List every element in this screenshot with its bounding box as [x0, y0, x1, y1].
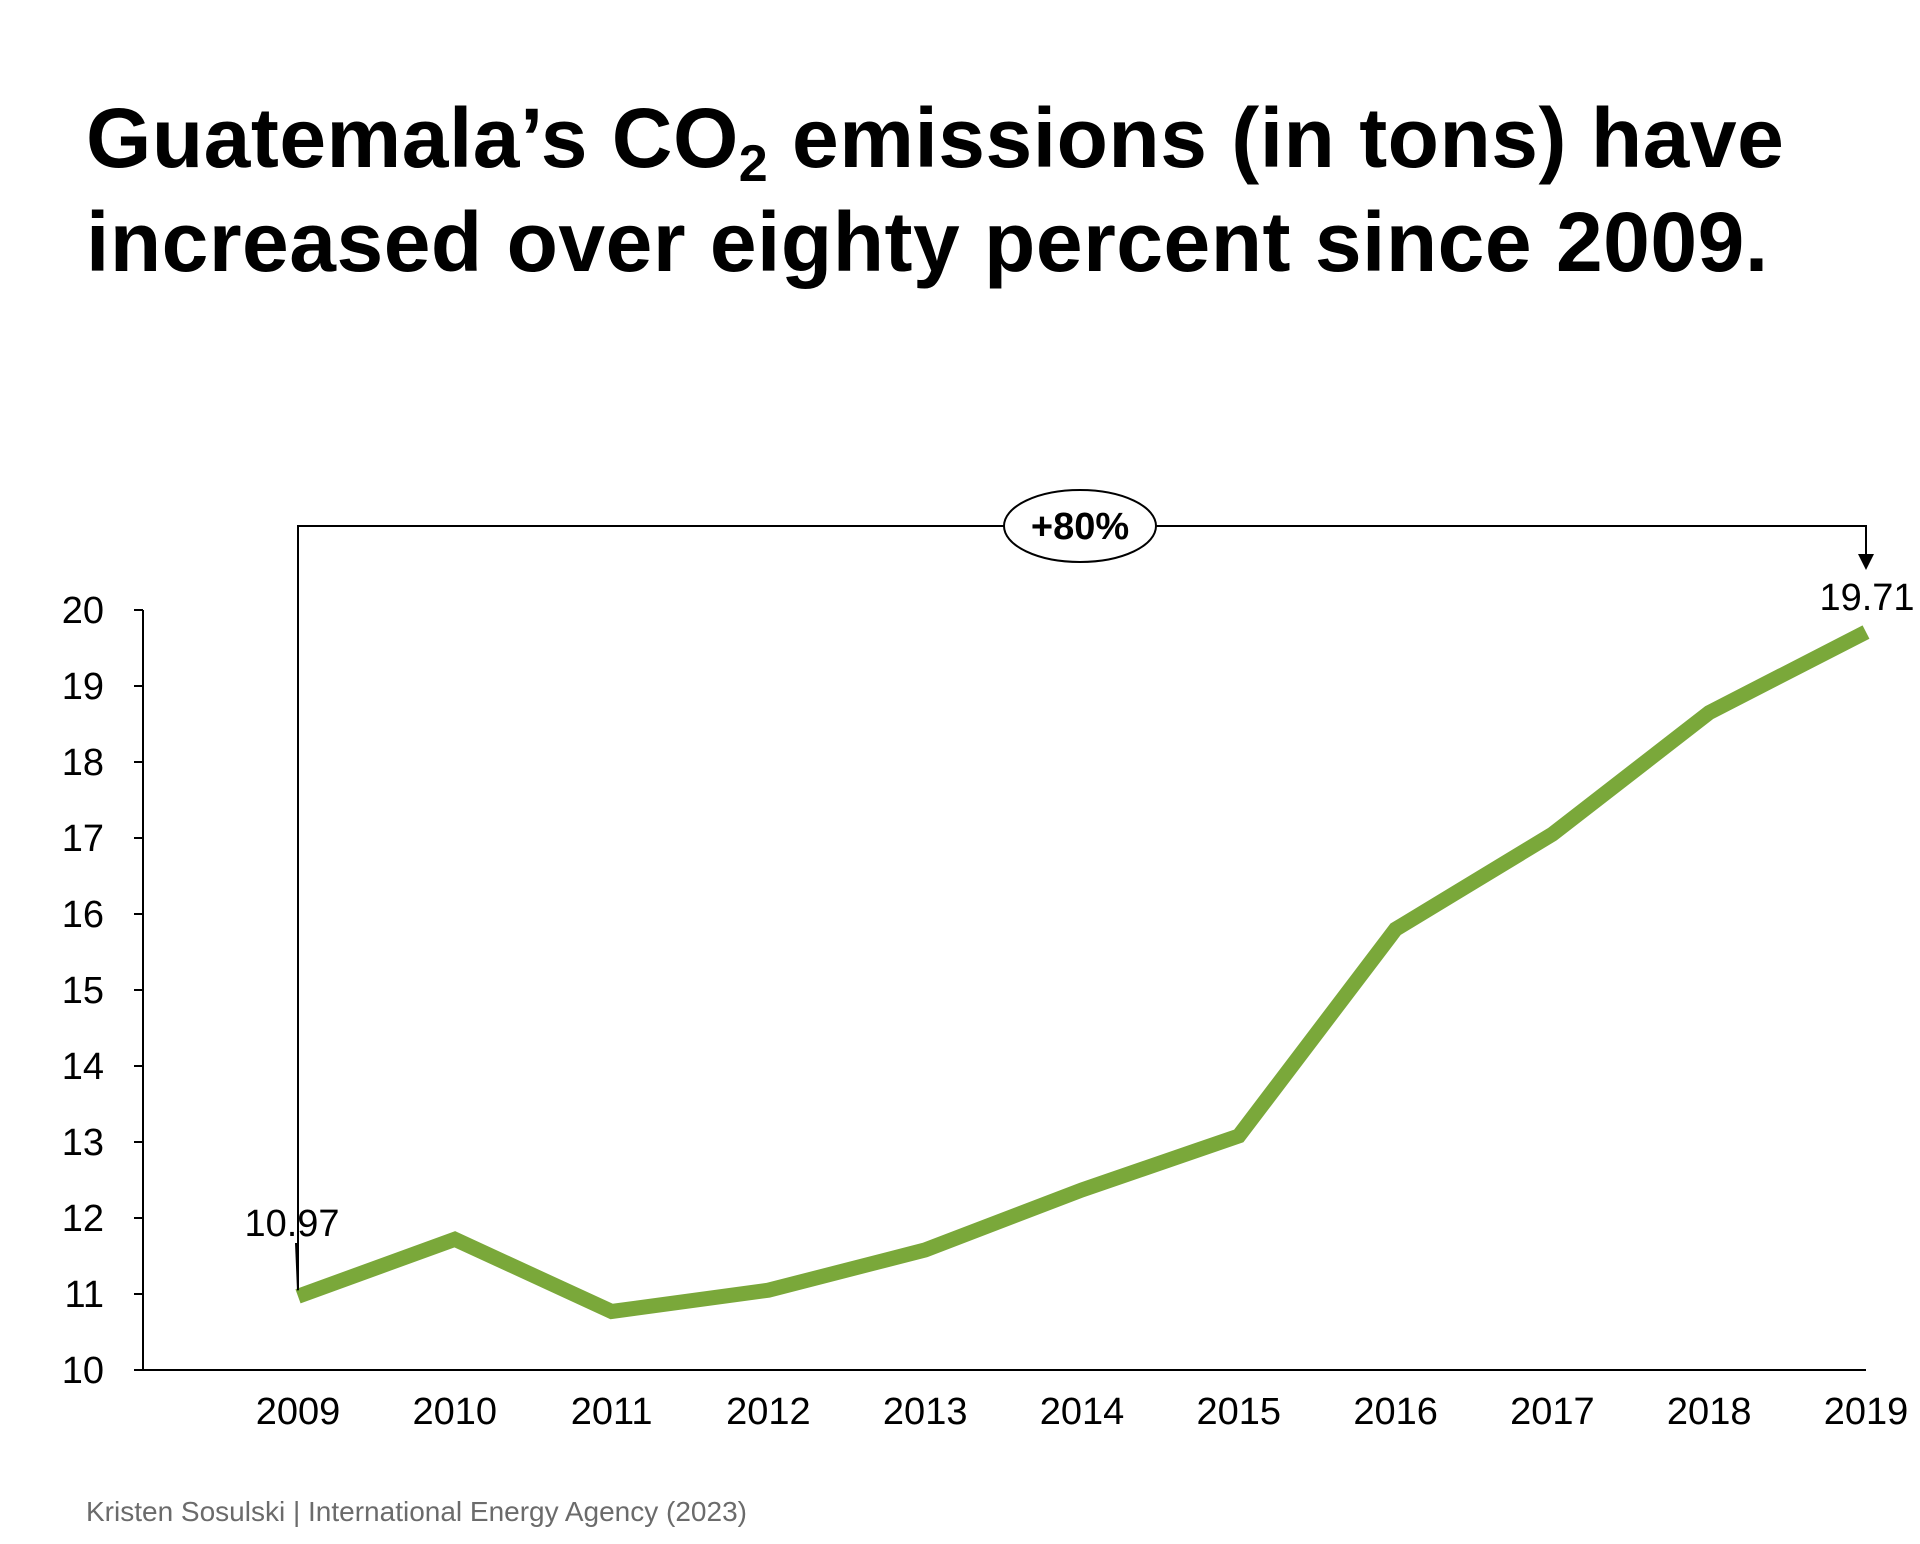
title-part-2: emissions (in tons) have [768, 91, 1785, 185]
series-line-co2 [295, 625, 1870, 1320]
change-bracket: +80% [297, 489, 1874, 1291]
start-label-leader [295, 1242, 299, 1291]
x-tick-label: 2010 [413, 1391, 498, 1433]
y-axis: 10 11 12 13 14 15 16 17 18 19 20 [62, 590, 144, 1392]
x-tick-label: 2018 [1667, 1391, 1752, 1433]
x-tick-label: 2014 [1040, 1391, 1125, 1433]
y-tick-label: 13 [62, 1122, 104, 1164]
y-tick-label: 10 [62, 1350, 104, 1392]
x-tick-label: 2009 [256, 1391, 341, 1433]
page-title: Guatemala’s CO2 emissions (in tons) have… [86, 86, 1886, 294]
title-part-1: Guatemala’s CO [86, 91, 739, 185]
y-tick-label: 14 [62, 1046, 104, 1088]
y-tick-label: 15 [62, 970, 104, 1012]
x-tick-label: 2019 [1824, 1391, 1909, 1433]
x-tick-label: 2011 [571, 1391, 653, 1433]
x-tick-label: 2012 [726, 1391, 811, 1433]
change-badge [1003, 489, 1157, 563]
y-tick-label: 19 [62, 666, 104, 708]
data-labels: 10.97 19.71 [244, 577, 1915, 1291]
x-tick-label: 2013 [883, 1391, 968, 1433]
y-tick-label: 20 [62, 590, 104, 632]
y-tick-label: 17 [62, 818, 104, 860]
change-bracket-arrow [1858, 554, 1874, 570]
title-subscript: 2 [738, 135, 769, 193]
source-caption: Kristen Sosulski | International Energy … [86, 1496, 747, 1527]
end-value-label: 19.71 [1819, 577, 1914, 619]
y-tick-label: 11 [65, 1274, 104, 1316]
x-tick-label: 2017 [1510, 1391, 1595, 1433]
change-bracket-line [297, 525, 1867, 1291]
y-tick-label: 18 [62, 742, 104, 784]
series-line-group [295, 625, 1870, 1320]
x-tick-label: 2015 [1197, 1391, 1282, 1433]
x-axis: 2009 2010 2011 2012 2013 2014 2015 2016 2017 2018… [143, 1369, 1909, 1433]
y-tick-label: 16 [62, 894, 104, 936]
y-tick-label: 12 [62, 1198, 104, 1240]
change-badge-label: +80% [1031, 506, 1129, 548]
start-value-label: 10.97 [244, 1203, 339, 1245]
x-tick-label: 2016 [1353, 1391, 1438, 1433]
title-line-2: increased over eighty percent since 2009… [86, 195, 1769, 289]
